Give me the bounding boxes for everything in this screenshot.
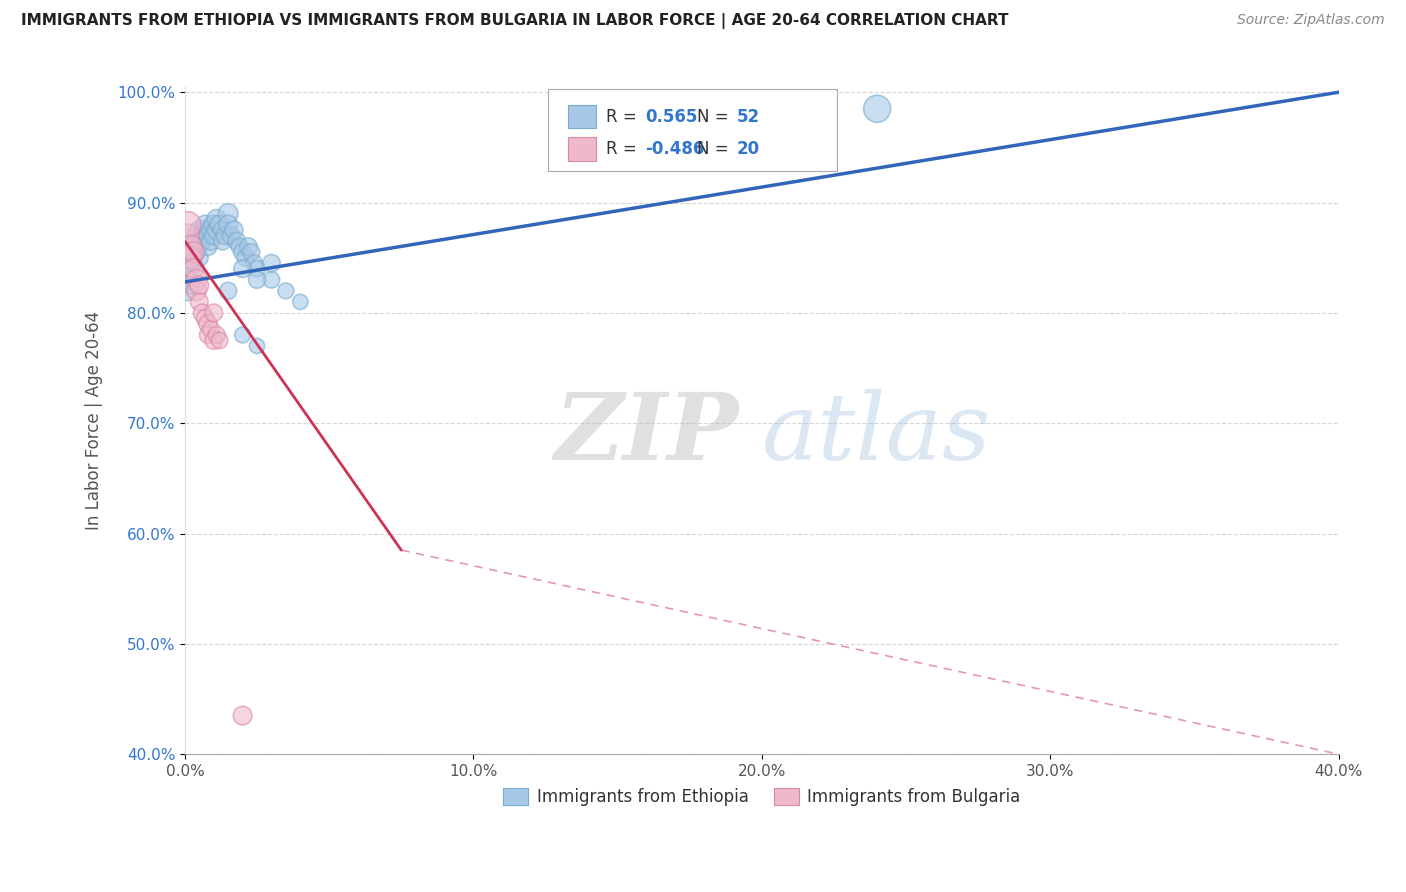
- Point: [794, 107, 817, 121]
- Point: [208, 334, 231, 348]
- Point: [274, 284, 297, 298]
- Point: [246, 273, 269, 287]
- Point: [202, 228, 225, 243]
- Point: [202, 334, 225, 348]
- Point: [188, 223, 211, 237]
- Point: [200, 234, 222, 248]
- Point: [188, 294, 211, 309]
- Point: [246, 339, 269, 353]
- Point: [232, 327, 254, 342]
- Point: [177, 273, 200, 287]
- Text: N =: N =: [697, 140, 734, 158]
- Point: [186, 228, 208, 243]
- Point: [186, 245, 208, 260]
- Point: [188, 234, 211, 248]
- Point: [194, 218, 217, 232]
- Point: [186, 240, 208, 254]
- Point: [205, 327, 228, 342]
- Point: [205, 223, 228, 237]
- Point: [177, 218, 200, 232]
- Point: [217, 284, 239, 298]
- Point: [186, 284, 208, 298]
- Point: [222, 223, 245, 237]
- Point: [183, 240, 205, 254]
- Text: N =: N =: [697, 108, 734, 126]
- Point: [217, 218, 239, 232]
- Point: [260, 273, 283, 287]
- Text: Source: ZipAtlas.com: Source: ZipAtlas.com: [1237, 13, 1385, 28]
- Point: [232, 245, 254, 260]
- Text: R =: R =: [606, 108, 643, 126]
- Text: IMMIGRANTS FROM ETHIOPIA VS IMMIGRANTS FROM BULGARIA IN LABOR FORCE | AGE 20-64 : IMMIGRANTS FROM ETHIOPIA VS IMMIGRANTS F…: [21, 13, 1008, 29]
- Point: [232, 261, 254, 276]
- Point: [219, 228, 242, 243]
- Point: [200, 223, 222, 237]
- Text: 0.565: 0.565: [645, 108, 697, 126]
- Point: [191, 228, 214, 243]
- Point: [194, 311, 217, 326]
- Point: [211, 234, 233, 248]
- Legend: Immigrants from Ethiopia, Immigrants from Bulgaria: Immigrants from Ethiopia, Immigrants fro…: [496, 781, 1026, 813]
- Point: [205, 212, 228, 227]
- Point: [202, 306, 225, 320]
- Point: [200, 322, 222, 336]
- Point: [235, 251, 257, 265]
- Point: [211, 223, 233, 237]
- Point: [183, 245, 205, 260]
- Point: [240, 245, 263, 260]
- Point: [183, 256, 205, 270]
- Point: [208, 218, 231, 232]
- Point: [214, 228, 236, 243]
- Point: [866, 102, 889, 116]
- Point: [188, 278, 211, 293]
- Point: [180, 278, 202, 293]
- Point: [197, 317, 219, 331]
- Text: -0.486: -0.486: [645, 140, 704, 158]
- Point: [260, 256, 283, 270]
- Point: [197, 240, 219, 254]
- Text: atlas: atlas: [762, 389, 991, 479]
- Text: 52: 52: [737, 108, 759, 126]
- Point: [186, 273, 208, 287]
- Point: [183, 261, 205, 276]
- Point: [225, 234, 247, 248]
- Point: [246, 261, 269, 276]
- Point: [180, 251, 202, 265]
- Text: ZIP: ZIP: [554, 389, 738, 479]
- Text: R =: R =: [606, 140, 643, 158]
- Point: [180, 261, 202, 276]
- Point: [194, 223, 217, 237]
- Point: [177, 284, 200, 298]
- Point: [228, 240, 250, 254]
- Point: [243, 256, 266, 270]
- Point: [188, 251, 211, 265]
- Text: 20: 20: [737, 140, 759, 158]
- Point: [183, 245, 205, 260]
- Point: [177, 228, 200, 243]
- Point: [290, 294, 312, 309]
- Point: [238, 240, 260, 254]
- Y-axis label: In Labor Force | Age 20-64: In Labor Force | Age 20-64: [86, 311, 103, 530]
- Point: [191, 306, 214, 320]
- Point: [217, 206, 239, 220]
- Point: [232, 708, 254, 723]
- Point: [180, 240, 202, 254]
- Point: [191, 234, 214, 248]
- Point: [202, 218, 225, 232]
- Point: [197, 327, 219, 342]
- Point: [197, 228, 219, 243]
